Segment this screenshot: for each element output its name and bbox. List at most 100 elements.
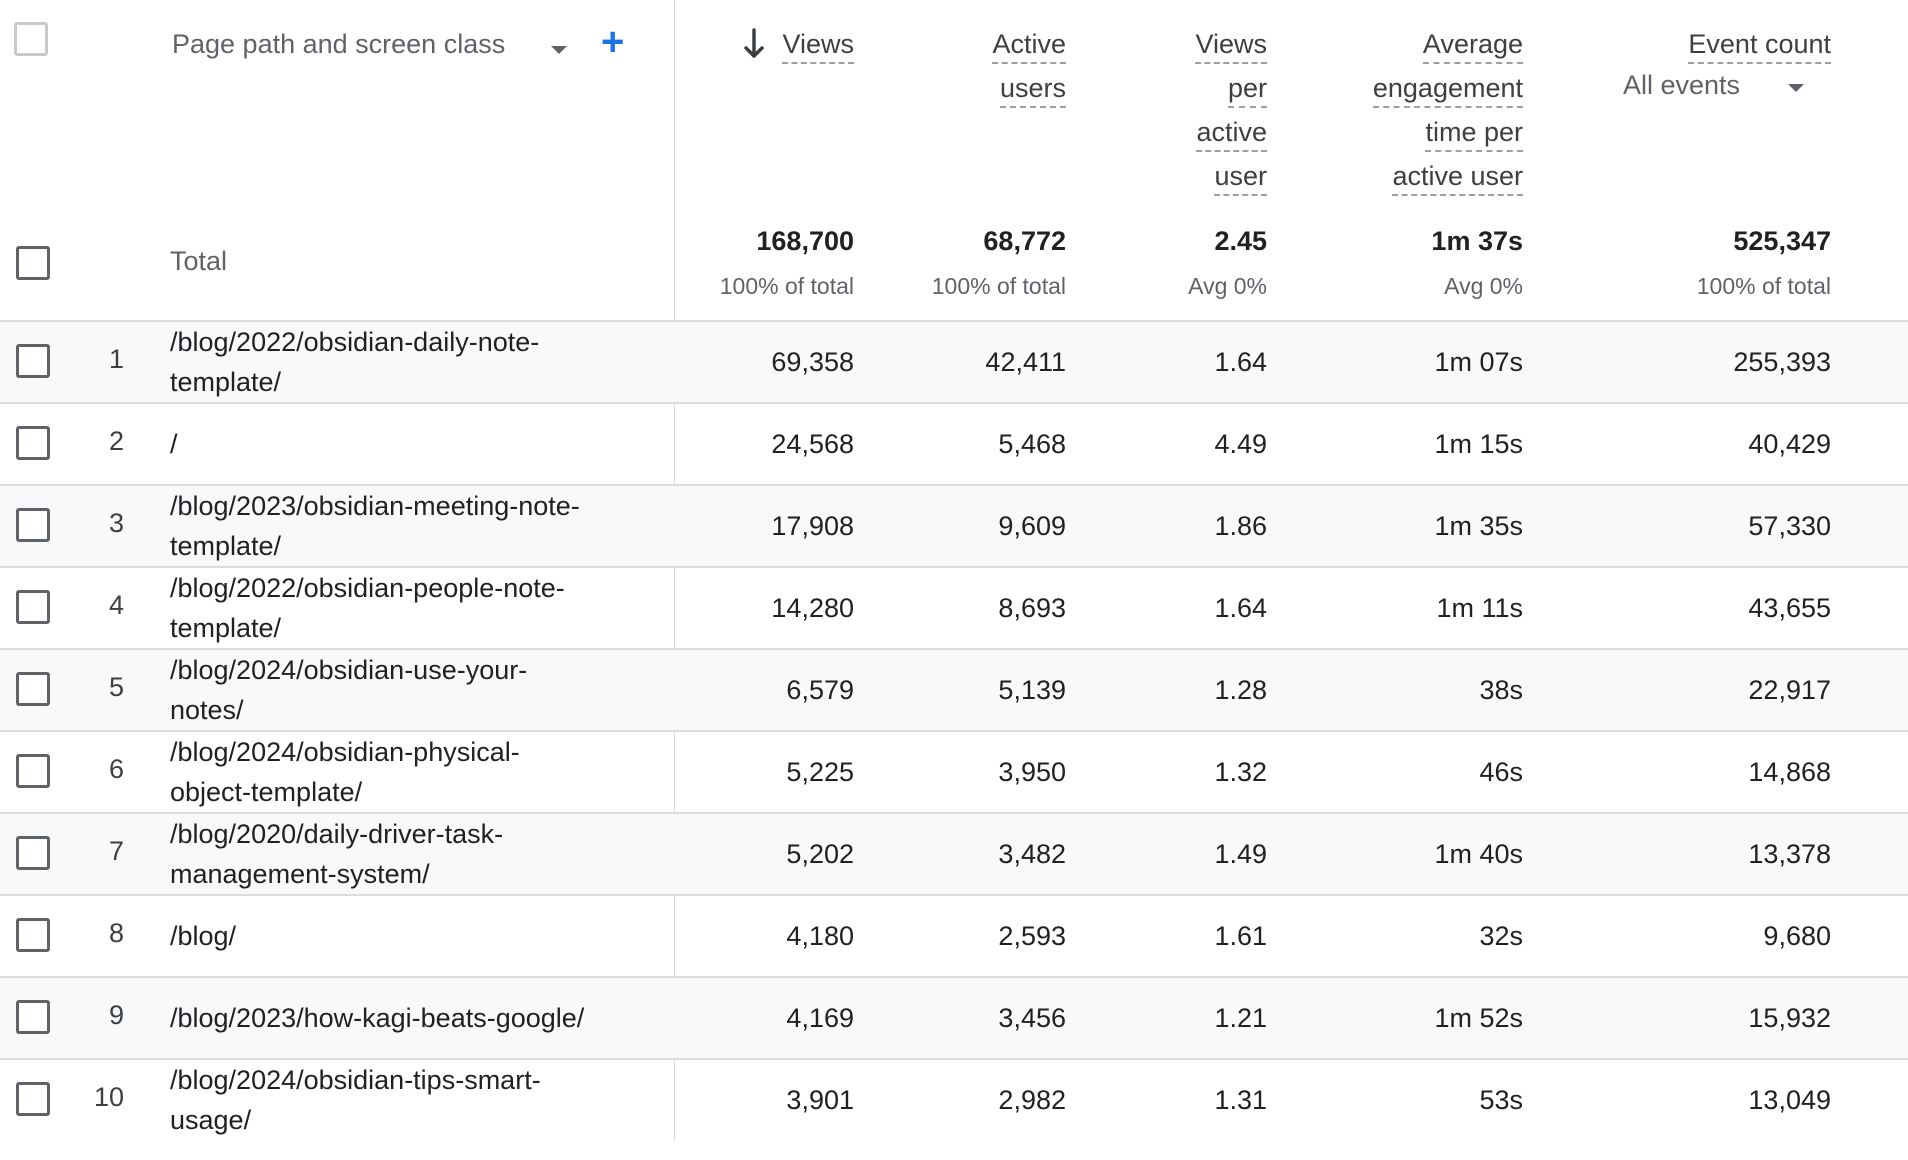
page-path-cell[interactable]: /blog/2023/obsidian-meeting-note-templat… [170, 486, 670, 566]
page-path-cell[interactable]: /blog/2024/obsidian-tips-smart-usage/ [170, 1060, 670, 1140]
column-header-active-users[interactable]: Active users [992, 24, 1066, 112]
cell-event-count: 13,378 [1748, 839, 1831, 869]
column-header-event-count[interactable]: Event count [1688, 24, 1831, 68]
cell-avg-engagement: 1m 40s [1434, 839, 1523, 869]
cell-views-per-user: 1.21 [1214, 1003, 1267, 1033]
cell-views-per-user: 1.31 [1214, 1085, 1267, 1115]
total-event-count: 525,347 [1733, 226, 1831, 256]
row-index: 10 [93, 1082, 124, 1112]
row-checkbox[interactable] [16, 1000, 50, 1034]
column-header-line: Average [1422, 26, 1523, 64]
table-row[interactable]: 8/blog/4,180 2,593 1.61 32s 9,680 [0, 894, 1908, 976]
row-checkbox[interactable] [16, 918, 50, 952]
column-header-views-per-user[interactable]: Views per active user [1195, 24, 1267, 200]
page-path-text: management-system/ [170, 859, 430, 889]
cell-avg-engagement: 1m 35s [1434, 511, 1523, 541]
select-total-checkbox[interactable] [16, 246, 50, 280]
page-path-cell[interactable]: / [170, 404, 670, 484]
cell-views: 69,358 [771, 347, 854, 377]
table-row[interactable]: 5/blog/2024/obsidian-use-your-notes/6,57… [0, 648, 1908, 730]
column-header-line: active user [1392, 158, 1523, 196]
cell-active-users: 8,693 [998, 593, 1066, 623]
cell-active-users: 5,468 [998, 429, 1066, 459]
row-index: 2 [108, 426, 124, 456]
cell-views: 5,202 [786, 839, 854, 869]
cell-avg-engagement: 32s [1479, 921, 1523, 951]
total-avg-engagement: 1m 37s [1431, 226, 1523, 256]
column-header-line: users [999, 70, 1066, 108]
table-row[interactable]: 2 / 24,568 5,468 4.49 1m 15s 40,429 [0, 402, 1908, 484]
dimension-dropdown-icon[interactable] [551, 46, 567, 54]
page-path-cell[interactable]: /blog/2020/daily-driver-task-management-… [170, 814, 670, 894]
table-row[interactable]: 4/blog/2022/obsidian-people-note-templat… [0, 566, 1908, 648]
cell-event-count: 22,917 [1748, 675, 1831, 705]
column-header-line: time per [1425, 114, 1523, 152]
row-index: 8 [108, 918, 124, 948]
row-checkbox[interactable] [16, 508, 50, 542]
cell-views: 24,568 [771, 429, 854, 459]
cell-event-count: 255,393 [1733, 347, 1831, 377]
page-path-cell[interactable]: /blog/2022/obsidian-daily-note-template/ [170, 322, 670, 402]
total-views: 168,700 [756, 226, 854, 256]
row-index: 4 [108, 590, 124, 620]
sort-descending-icon[interactable] [742, 26, 766, 62]
cell-views: 4,169 [786, 1003, 854, 1033]
cell-views-per-user: 1.64 [1214, 347, 1267, 377]
cell-avg-engagement: 1m 52s [1434, 1003, 1523, 1033]
page-path-cell[interactable]: /blog/2024/obsidian-physical-object-temp… [170, 732, 670, 812]
cell-active-users: 9,609 [998, 511, 1066, 541]
cell-views: 5,225 [786, 757, 854, 787]
total-views-per-user-sub: Avg 0% [1188, 273, 1267, 299]
table-row[interactable]: 1/blog/2022/obsidian-daily-note-template… [0, 320, 1908, 402]
cell-avg-engagement: 1m 11s [1436, 593, 1523, 623]
cell-active-users: 42,411 [985, 347, 1066, 377]
row-checkbox[interactable] [16, 426, 50, 460]
total-active-users-sub: 100% of total [931, 273, 1066, 299]
row-checkbox[interactable] [16, 590, 50, 624]
cell-avg-engagement: 38s [1479, 675, 1523, 705]
cell-views-per-user: 1.86 [1214, 511, 1267, 541]
dimension-selector-label[interactable]: Page path and screen class [172, 29, 506, 59]
cell-active-users: 5,139 [998, 675, 1066, 705]
table-row[interactable]: 3/blog/2023/obsidian-meeting-note-templa… [0, 484, 1908, 566]
row-index: 9 [108, 1000, 124, 1030]
page-path-cell[interactable]: /blog/2024/obsidian-use-your-notes/ [170, 650, 670, 730]
event-selector[interactable]: All events [1623, 70, 1740, 101]
page-path-cell[interactable]: /blog/ [170, 896, 670, 976]
select-all-header-checkbox[interactable] [14, 22, 48, 56]
cell-avg-engagement: 1m 07s [1434, 347, 1523, 377]
total-event-count-sub: 100% of total [1696, 273, 1831, 299]
row-checkbox[interactable] [16, 344, 50, 378]
table-row[interactable]: 7/blog/2020/daily-driver-task-management… [0, 812, 1908, 894]
cell-active-users: 2,593 [998, 921, 1066, 951]
page-path-text: /blog/2022/obsidian-daily-note- [170, 327, 540, 357]
row-checkbox[interactable] [16, 754, 50, 788]
table-row[interactable]: 10/blog/2024/obsidian-tips-smart-usage/3… [0, 1058, 1908, 1140]
row-checkbox[interactable] [16, 1082, 50, 1116]
event-selector-value[interactable]: All events [1622, 70, 1740, 100]
page-path-cell[interactable]: /blog/2023/how-kagi-beats-google/ [170, 978, 670, 1058]
cell-active-users: 3,950 [998, 757, 1066, 787]
event-dropdown-icon[interactable] [1788, 84, 1804, 92]
page-path-text: notes/ [170, 695, 244, 725]
cell-avg-engagement: 1m 15s [1434, 429, 1523, 459]
cell-views: 6,579 [786, 675, 854, 705]
column-header-views[interactable]: Views [782, 24, 854, 68]
row-checkbox[interactable] [16, 836, 50, 870]
total-views-sub: 100% of total [719, 273, 854, 299]
table-row[interactable]: 6/blog/2024/obsidian-physical-object-tem… [0, 730, 1908, 812]
page-path-text: /blog/2020/daily-driver-task- [170, 819, 504, 849]
table-row[interactable]: 9/blog/2023/how-kagi-beats-google/4,169 3… [0, 976, 1908, 1058]
cell-event-count: 57,330 [1748, 511, 1831, 541]
cell-views: 4,180 [786, 921, 854, 951]
column-header-line: active [1196, 114, 1267, 152]
page-path-text: object-template/ [170, 777, 363, 807]
page-path-text: template/ [170, 613, 282, 643]
cell-event-count: 40,429 [1748, 429, 1831, 459]
row-checkbox[interactable] [16, 672, 50, 706]
page-path-cell[interactable]: /blog/2022/obsidian-people-note-template… [170, 568, 670, 648]
column-header-avg-engagement[interactable]: Average engagement time per active user [1372, 24, 1523, 200]
add-dimension-button[interactable]: + [601, 20, 625, 64]
row-index: 3 [108, 508, 124, 538]
